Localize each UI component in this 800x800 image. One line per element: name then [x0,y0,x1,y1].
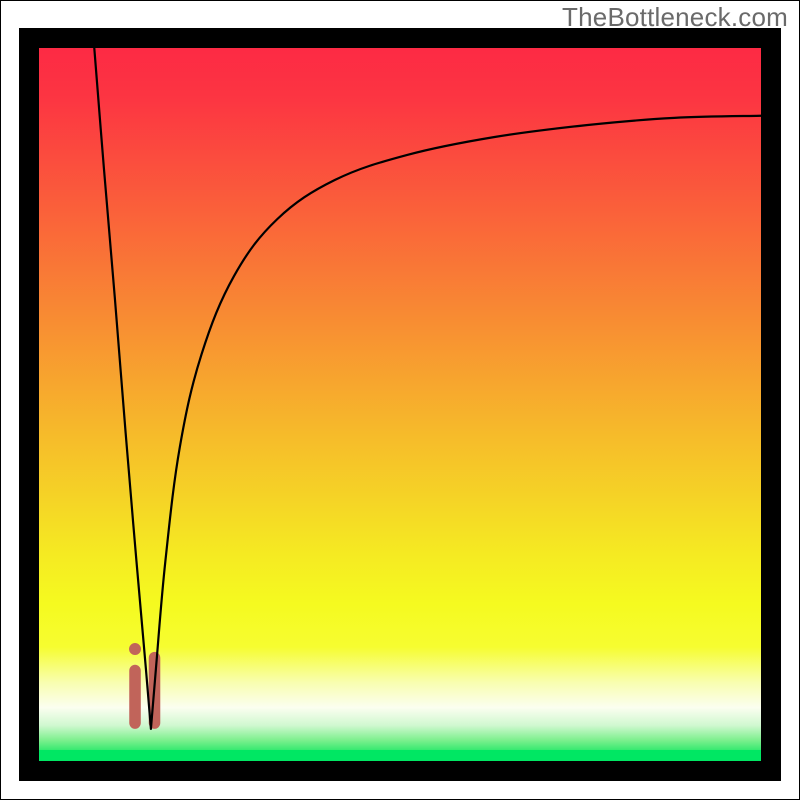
trough-marker-1 [129,665,141,729]
gradient-background [39,48,761,761]
bottom-green-strip [39,750,761,761]
bottleneck-chart [0,0,800,800]
chart-container: { "meta": { "watermark_text": "TheBottle… [0,0,800,800]
watermark-text: TheBottleneck.com [562,2,788,33]
plot-area [29,34,771,771]
trough-marker-dot [129,643,141,655]
